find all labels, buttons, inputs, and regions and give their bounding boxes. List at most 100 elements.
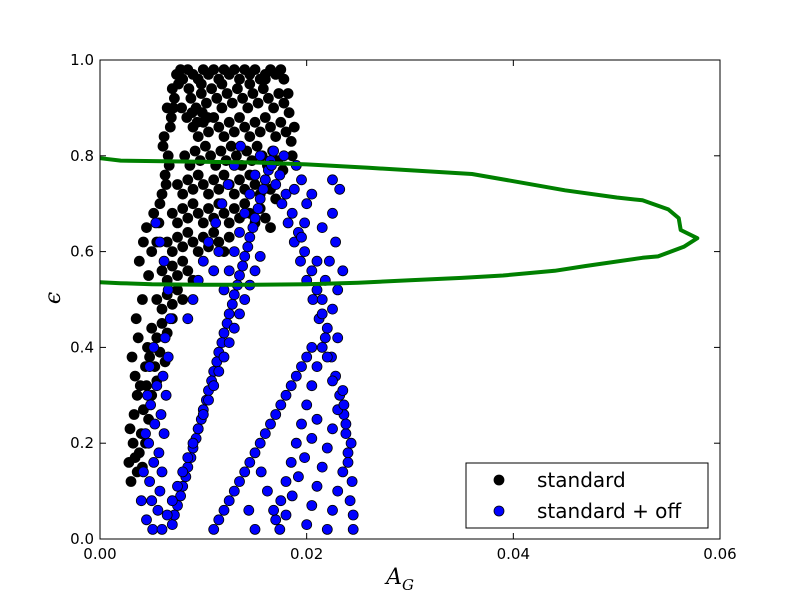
point-standard-off-84	[342, 447, 354, 459]
point-standard-off-147	[337, 385, 349, 396]
point-standard-212	[195, 78, 207, 90]
point-standard-off-78	[274, 169, 286, 181]
point-standard-off-74	[299, 246, 311, 258]
contour-line	[99, 156, 700, 287]
point-standard-25	[164, 121, 176, 133]
point-standard-151	[223, 217, 235, 229]
point-standard-5	[131, 389, 143, 401]
point-standard-off-123	[223, 495, 235, 507]
point-standard-90	[239, 121, 251, 133]
point-standard-off-96	[282, 217, 294, 229]
point-standard-30	[168, 92, 180, 104]
point-standard-off-2	[144, 476, 156, 487]
point-standard-off-138	[301, 351, 313, 363]
point-standard-off-16	[157, 370, 169, 382]
y-tick-label-1: 0.2	[70, 434, 94, 452]
point-standard-off-198	[327, 207, 338, 219]
point-standard-off-53	[237, 260, 249, 272]
x-axis-label: AG	[384, 565, 414, 594]
x-tick-label-2: 0.04	[497, 545, 530, 563]
point-standard-off-131	[265, 418, 276, 430]
point-standard-off-94	[295, 255, 306, 267]
point-standard-85	[213, 121, 225, 133]
point-standard-14	[146, 246, 158, 258]
point-standard-off-205	[148, 341, 160, 353]
point-standard-off-214	[306, 188, 318, 200]
point-standard-97	[275, 116, 287, 128]
point-standard-off-192	[311, 284, 323, 296]
point-standard-off-69	[316, 341, 328, 353]
point-standard-124	[192, 169, 204, 181]
point-standard-107	[215, 145, 227, 157]
point-standard-off-173	[222, 179, 234, 190]
point-standard-64	[206, 83, 218, 95]
point-standard-186	[146, 322, 158, 334]
point-standard-off-85	[340, 428, 352, 440]
point-standard-213	[183, 83, 195, 95]
point-standard-92	[249, 116, 261, 128]
point-standard-off-202	[140, 428, 151, 440]
point-standard-62	[195, 88, 207, 99]
point-standard-127	[208, 174, 220, 186]
point-standard-154	[239, 198, 251, 210]
legend-label-standard-off: standard + off	[537, 499, 682, 523]
point-standard-off-194	[311, 255, 323, 267]
point-standard-22	[159, 169, 171, 181]
point-standard-off-5	[149, 418, 161, 430]
y-tick-label-4: 0.8	[70, 147, 94, 165]
point-standard-166	[192, 246, 204, 258]
point-standard-off-129	[254, 437, 266, 449]
point-standard-81	[192, 131, 204, 143]
point-standard-off-171	[210, 217, 222, 229]
point-standard-191	[144, 351, 156, 363]
point-standard-off-184	[342, 456, 354, 468]
point-standard-79	[283, 107, 295, 119]
point-standard-off-3	[148, 456, 160, 468]
point-standard-144	[187, 198, 199, 210]
point-standard-off-109	[203, 394, 214, 406]
point-standard-off-31	[223, 308, 235, 320]
point-standard-89	[234, 112, 245, 123]
point-standard-off-110	[208, 380, 220, 392]
point-standard-off-201	[137, 466, 149, 478]
point-standard-off-130	[259, 428, 271, 440]
point-standard-188	[156, 317, 168, 329]
point-standard-off-148	[311, 413, 323, 425]
point-standard-83	[203, 126, 214, 138]
point-standard-147	[203, 203, 214, 214]
point-standard-76	[268, 102, 280, 114]
point-standard-96	[270, 131, 282, 143]
point-standard-off-68	[311, 361, 323, 373]
point-standard-off-108	[197, 409, 209, 420]
point-standard-off-165	[244, 188, 256, 200]
point-standard-off-151	[292, 471, 304, 483]
point-standard-off-120	[208, 524, 220, 535]
x-tick-label-0: 0.00	[83, 545, 116, 563]
point-standard-off-37	[254, 193, 266, 205]
point-standard-159	[265, 222, 276, 234]
point-standard-off-169	[213, 246, 225, 258]
point-standard-162	[172, 231, 183, 243]
point-standard-71	[242, 102, 254, 114]
point-standard-32	[158, 131, 170, 143]
point-standard-170	[213, 236, 225, 248]
point-standard-off-20	[166, 519, 178, 530]
point-standard-off-61	[275, 495, 287, 507]
point-standard-off-125	[234, 476, 245, 487]
y-axis-label: ϵ	[41, 292, 66, 304]
point-standard-off-15	[160, 389, 172, 401]
point-standard-off-170	[203, 236, 214, 248]
point-standard-143	[182, 212, 194, 224]
point-standard-164	[182, 226, 194, 238]
point-standard-off-34	[239, 250, 251, 262]
legend-marker-standard-off	[493, 505, 505, 517]
point-standard-15	[148, 207, 160, 219]
point-standard-8	[132, 332, 144, 344]
point-standard-145	[192, 207, 204, 219]
point-standard-2	[127, 437, 139, 449]
point-standard-off-55	[247, 222, 259, 234]
point-standard-off-193	[306, 265, 318, 277]
point-standard-off-116	[239, 294, 251, 305]
point-standard-183	[166, 298, 178, 310]
